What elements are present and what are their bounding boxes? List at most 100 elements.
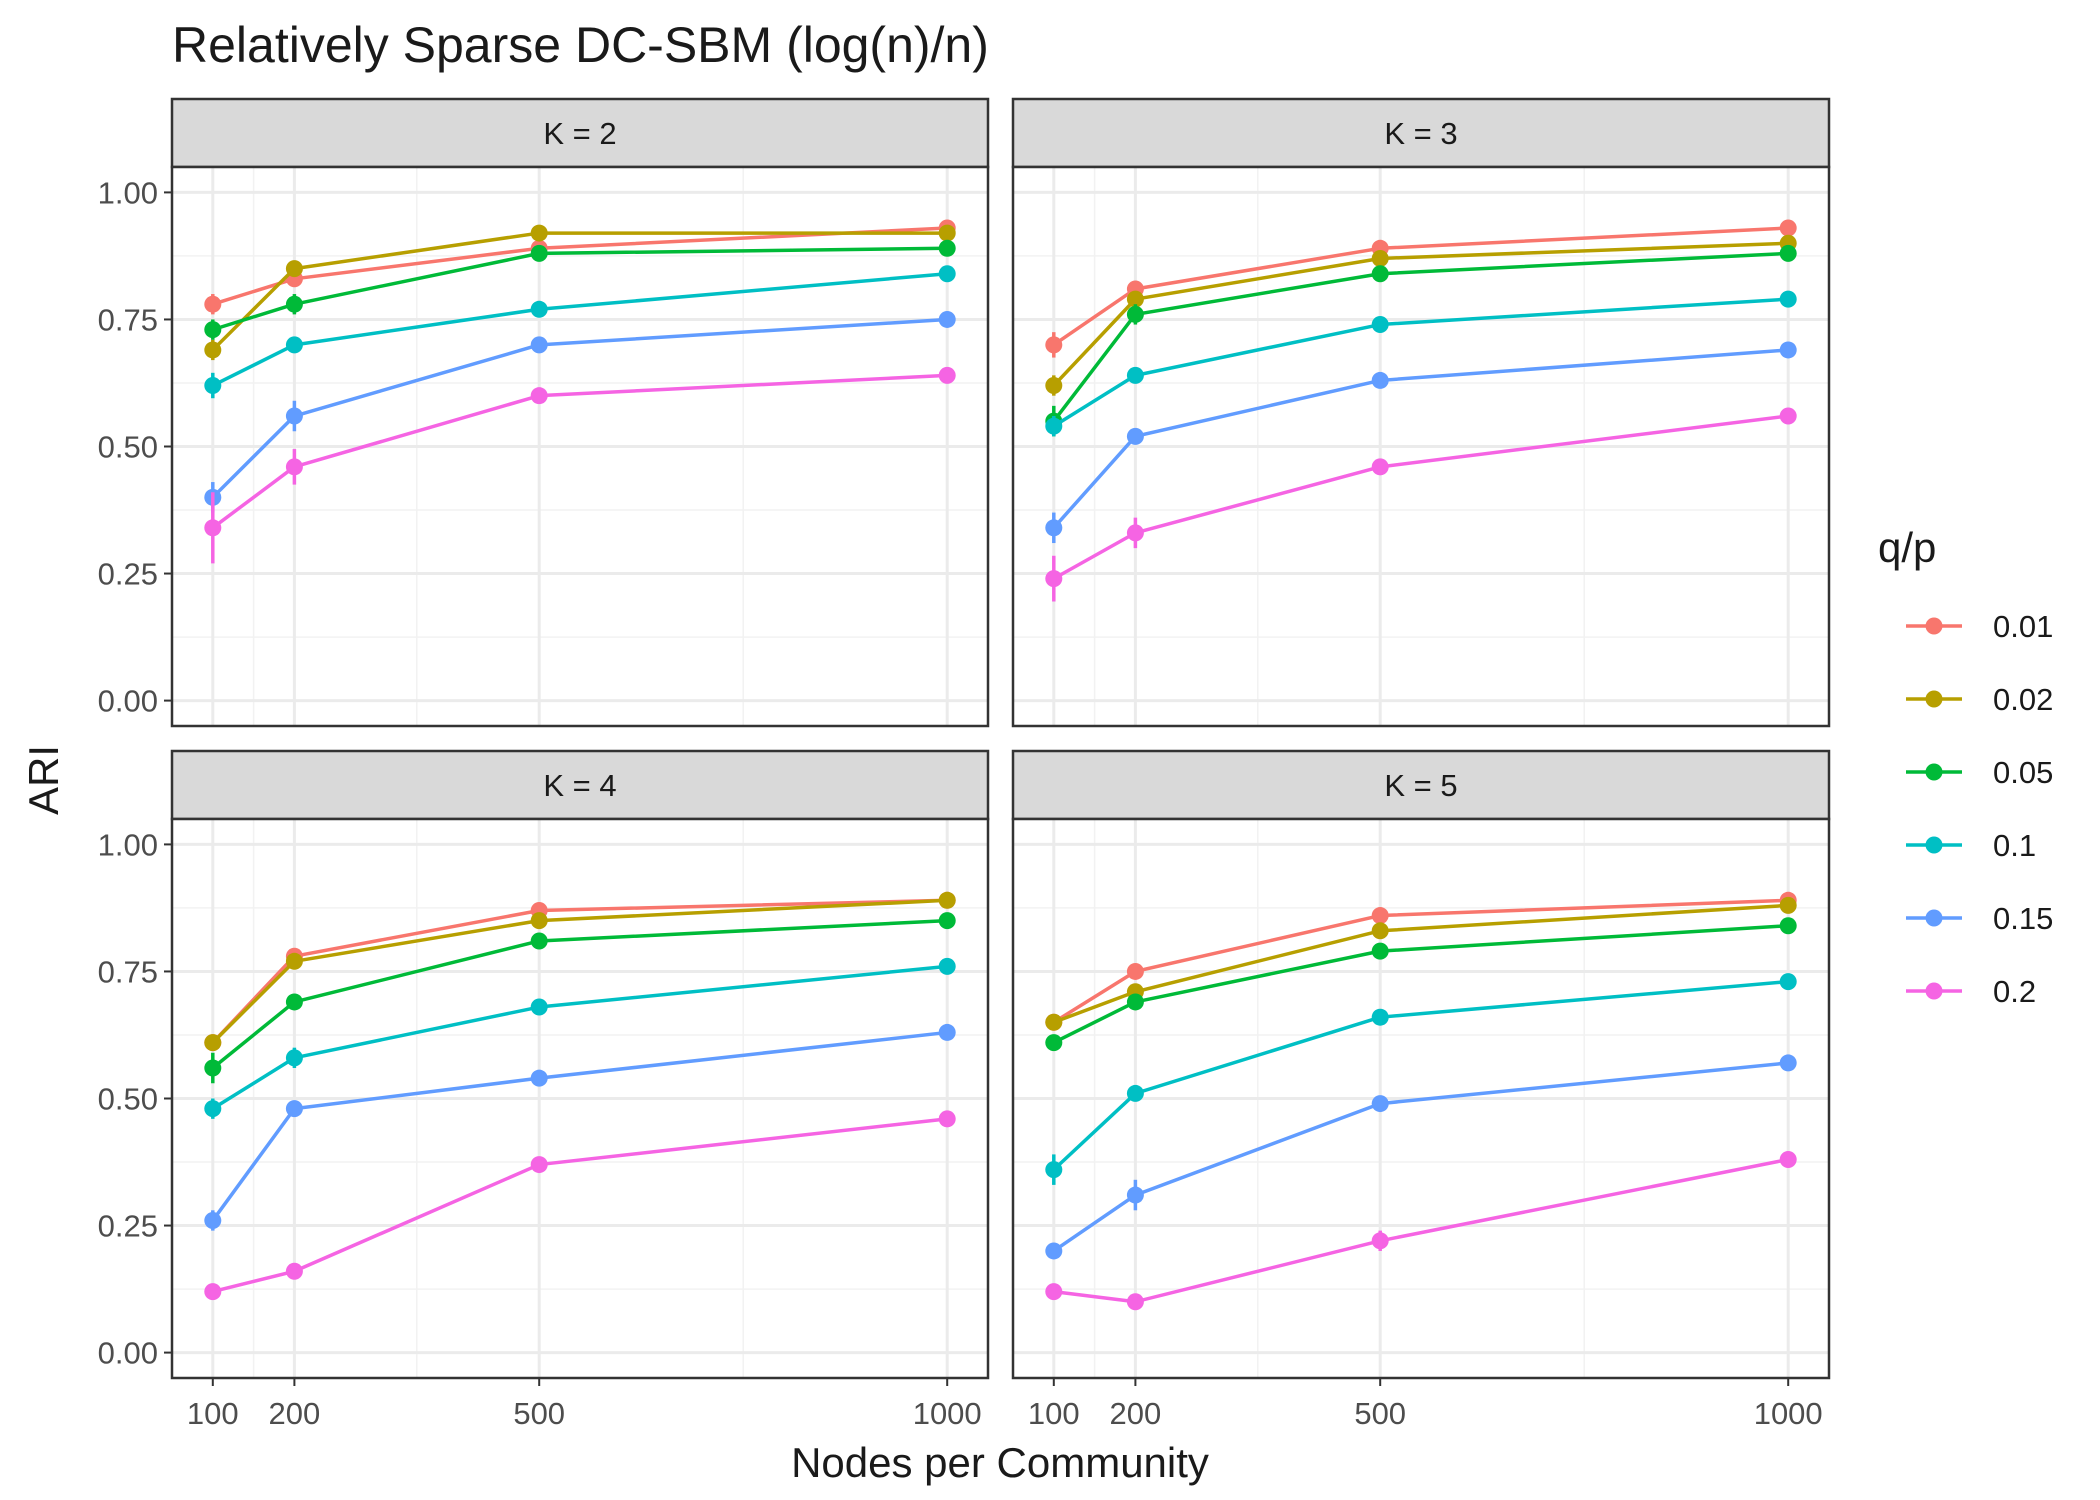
- facet-label: K = 3: [1384, 116, 1457, 151]
- data-point: [1779, 973, 1797, 991]
- panel-border: [1011, 165, 1831, 728]
- data-point: [1371, 942, 1389, 960]
- data-point: [1045, 1283, 1063, 1301]
- data-point: [530, 998, 548, 1016]
- data-point: [285, 295, 303, 313]
- data-point: [938, 239, 956, 257]
- data-point: [204, 1100, 222, 1118]
- data-point: [1045, 570, 1063, 588]
- legend-title: q/p: [1878, 524, 1936, 571]
- series-line: [211, 898, 948, 1044]
- y-tick-label: 0.00: [98, 684, 158, 719]
- series-0.1: [204, 265, 956, 399]
- data-point: [1779, 917, 1797, 935]
- facet-label: K = 2: [543, 116, 616, 151]
- data-point: [285, 1100, 303, 1118]
- data-point: [938, 957, 956, 975]
- panels: K = 2 0.00 0.25 0.50 0.75 1.00 K = 3 K = 4 0.00 0…: [98, 97, 1831, 1431]
- data-point: [1371, 922, 1389, 940]
- panel-border: [1011, 817, 1831, 1380]
- series-0.15: [1045, 1054, 1797, 1260]
- y-tick-label: 0.75: [98, 954, 158, 989]
- data-point: [1371, 458, 1389, 476]
- data-point: [530, 932, 548, 950]
- data-point: [204, 1059, 222, 1077]
- series-line: [211, 898, 948, 1044]
- series-line: [1052, 979, 1789, 1171]
- data-point: [1126, 1293, 1144, 1311]
- data-point: [1371, 265, 1389, 283]
- x-tick-label: 500: [1354, 1396, 1406, 1431]
- data-point: [285, 952, 303, 970]
- series-0.2: [204, 1110, 956, 1301]
- series-line: [211, 317, 948, 499]
- legend-label: 0.02: [1993, 682, 2053, 717]
- series-0.02: [204, 891, 956, 1052]
- data-point: [1045, 519, 1063, 537]
- data-point: [1126, 305, 1144, 323]
- series-line: [1052, 297, 1789, 428]
- data-point: [530, 224, 548, 242]
- series-line: [1052, 251, 1789, 423]
- facet-strip: [1011, 97, 1831, 169]
- x-axis-label: Nodes per Community: [791, 1439, 1209, 1486]
- series-line: [212, 1117, 948, 1294]
- facet-strip: [170, 749, 990, 821]
- data-point: [204, 1034, 222, 1052]
- data-point: [530, 1069, 548, 1087]
- x-tick-label: 1000: [1754, 1396, 1823, 1431]
- data-point: [1045, 1013, 1063, 1031]
- data-point: [1371, 1095, 1389, 1113]
- series-0.05: [1045, 917, 1797, 1052]
- series-0.2: [204, 366, 956, 564]
- legend-key-point: [1925, 763, 1943, 781]
- data-point: [285, 1262, 303, 1280]
- legend-key-point: [1925, 836, 1943, 854]
- legend-item: 0.1: [1906, 828, 2036, 863]
- data-point: [285, 458, 303, 476]
- series-line: [1053, 903, 1789, 1024]
- data-point: [938, 1023, 956, 1041]
- legend-label: 0.2: [1993, 974, 2036, 1009]
- series-line: [1052, 898, 1789, 1024]
- data-point: [530, 1156, 548, 1174]
- data-point: [938, 366, 956, 384]
- series-line: [1052, 241, 1789, 387]
- y-tick-label: 0.50: [98, 430, 158, 465]
- series-0.1: [1045, 290, 1797, 437]
- series-line: [1052, 1061, 1789, 1253]
- data-point: [938, 912, 956, 930]
- y-axis-label: ARI: [20, 745, 67, 815]
- data-point: [1045, 336, 1063, 354]
- x-tick-label: 200: [1110, 1396, 1162, 1431]
- facet-strip: [170, 97, 990, 169]
- data-point: [285, 336, 303, 354]
- data-point: [1126, 290, 1144, 308]
- series-line: [1053, 923, 1789, 1045]
- data-point: [1779, 1054, 1797, 1072]
- series-line: [211, 1030, 948, 1222]
- x-tick-label: 1000: [913, 1396, 982, 1431]
- data-point: [1126, 993, 1144, 1011]
- data-point: [938, 891, 956, 909]
- panel-3: K = 4 0.00 0.25 0.50 0.75 1.00 100 200 500 1000: [98, 749, 990, 1431]
- data-point: [1045, 377, 1063, 395]
- data-point: [204, 377, 222, 395]
- series-line: [212, 226, 948, 306]
- panel-4: K = 5 100 200 500 1000: [1011, 749, 1831, 1431]
- series-line: [211, 918, 948, 1070]
- series-0.1: [204, 957, 956, 1119]
- legend-label: 0.05: [1993, 755, 2053, 790]
- series-line: [211, 231, 948, 352]
- legend-item: 0.05: [1906, 755, 2053, 790]
- legend-item: 0.02: [1906, 682, 2053, 717]
- legend-item: 0.01: [1906, 609, 2053, 644]
- data-point: [938, 265, 956, 283]
- data-point: [1371, 1008, 1389, 1026]
- data-point: [1779, 219, 1797, 237]
- series-0.05: [204, 912, 956, 1084]
- y-tick-label: 1.00: [98, 175, 158, 210]
- facet-label: K = 5: [1384, 768, 1457, 803]
- data-point: [204, 341, 222, 359]
- facet-strip: [1011, 749, 1831, 821]
